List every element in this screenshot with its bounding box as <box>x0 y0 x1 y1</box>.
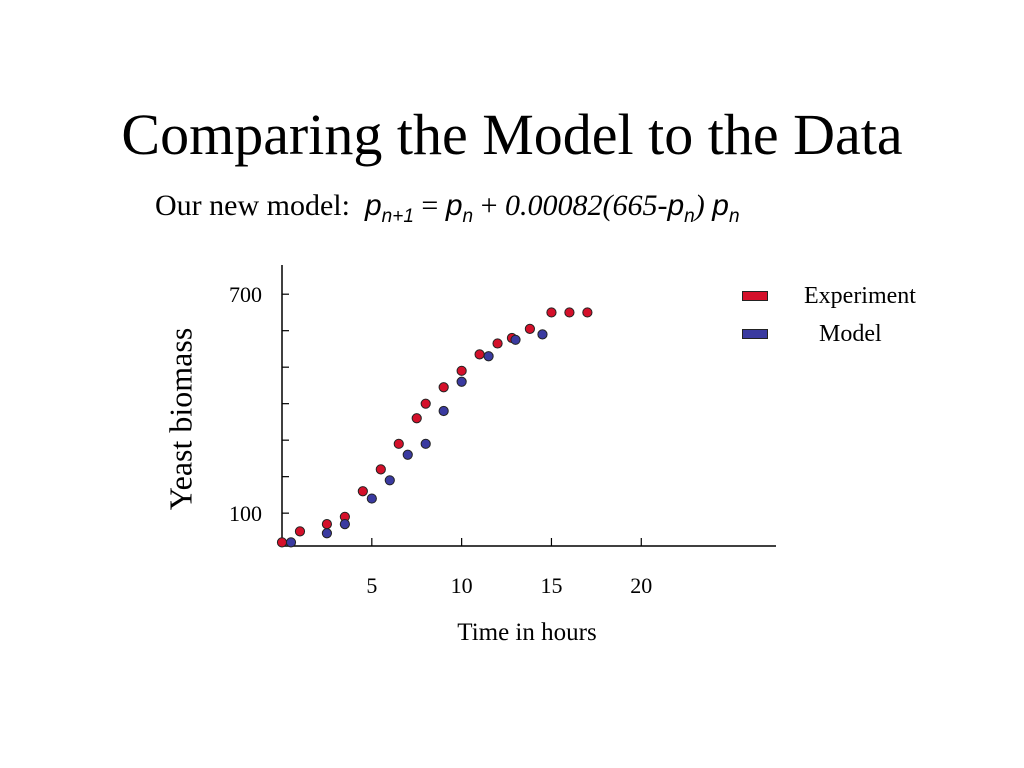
point-model <box>339 519 350 530</box>
point-experiment <box>582 307 593 318</box>
point-experiment <box>321 519 333 530</box>
formula-prefix: Our new model: <box>155 189 350 222</box>
formula-close-paren: ) <box>694 189 705 222</box>
point-experiment <box>294 526 306 537</box>
formula-coefficient: 0.00082(665- <box>505 189 668 222</box>
point-experiment <box>357 486 368 497</box>
formula-sub-n: n <box>462 206 474 227</box>
slide-title: Comparing the Model to the Data <box>121 102 903 167</box>
y-tick-label: 700 <box>229 282 262 307</box>
point-experiment <box>524 323 535 334</box>
point-model <box>483 351 494 362</box>
point-experiment <box>393 438 404 449</box>
point-experiment <box>564 307 575 318</box>
formula-equals: = <box>421 189 439 222</box>
formula-p: p <box>712 189 729 222</box>
point-model <box>384 475 395 486</box>
legend-label-experiment: Experiment <box>804 283 916 309</box>
point-model <box>456 376 467 387</box>
legend-label-model: Model <box>819 321 882 347</box>
formula-p: p <box>445 189 463 222</box>
legend-swatch-model <box>742 329 768 339</box>
y-tick-label: 100 <box>229 501 262 526</box>
formula-plus: + <box>480 189 498 222</box>
point-model <box>510 334 521 345</box>
x-axis-label: Time in hours <box>457 619 597 646</box>
point-model <box>402 449 413 460</box>
point-experiment <box>420 398 431 409</box>
data-points <box>276 307 593 548</box>
point-experiment <box>276 537 288 548</box>
x-tick-label: 15 <box>540 573 562 598</box>
point-experiment <box>546 307 557 318</box>
formula-sub-n1: n+1 <box>381 206 414 227</box>
point-experiment <box>438 382 449 393</box>
formula-p: p <box>667 189 685 222</box>
legend-swatch-experiment <box>742 291 768 301</box>
point-experiment <box>375 464 386 475</box>
formula-p: p <box>364 189 382 222</box>
point-model <box>420 438 431 449</box>
y-minor-ticks <box>282 330 289 478</box>
point-model <box>285 537 297 548</box>
formula-sub-n: n <box>684 206 695 227</box>
x-tick-label: 20 <box>630 573 652 598</box>
point-model <box>366 493 377 504</box>
point-experiment <box>456 365 467 376</box>
point-model <box>438 405 449 417</box>
x-tick-label: 10 <box>451 573 473 598</box>
point-experiment <box>411 413 422 424</box>
model-formula: Our new model: pn+1 = pn + 0.00082(665-p… <box>155 186 740 226</box>
x-ticks: 5 10 15 20 <box>366 538 652 598</box>
y-ticks: 100 700 <box>229 282 289 526</box>
point-model <box>537 329 548 340</box>
point-experiment <box>474 349 485 360</box>
point-experiment <box>492 338 503 349</box>
point-model <box>321 528 333 539</box>
formula-sub-n: n <box>728 206 740 227</box>
x-tick-label: 5 <box>366 573 377 598</box>
y-axis-label: Yeast biomass <box>162 327 199 511</box>
